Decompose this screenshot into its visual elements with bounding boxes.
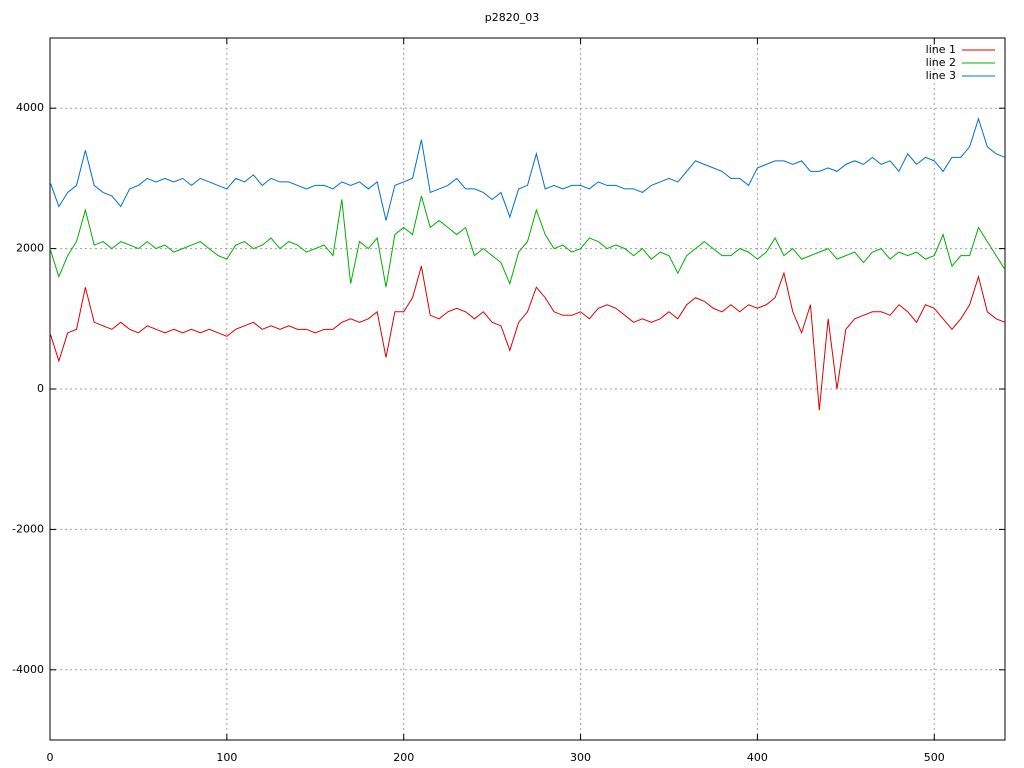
y-tick-label: -2000 bbox=[12, 522, 44, 535]
x-tick-label: 500 bbox=[924, 751, 945, 764]
y-tick-label: -4000 bbox=[12, 663, 44, 676]
x-tick-label: 400 bbox=[747, 751, 768, 764]
y-tick-label: 4000 bbox=[16, 101, 44, 114]
data-line bbox=[49, 117, 1006, 221]
x-tick-label: 200 bbox=[393, 751, 414, 764]
plot-border bbox=[49, 37, 1006, 741]
y-tick-label: 2000 bbox=[16, 242, 44, 255]
legend-label: line 2 bbox=[926, 56, 956, 69]
legend-label: line 3 bbox=[926, 69, 956, 82]
x-tick-label: 300 bbox=[570, 751, 591, 764]
y-tick-label: 0 bbox=[37, 382, 44, 395]
chart-title: p2820_03 bbox=[485, 11, 539, 24]
x-tick-label: 0 bbox=[47, 751, 54, 764]
data-line bbox=[49, 195, 1006, 288]
data-line bbox=[49, 266, 1006, 411]
x-tick-label: 100 bbox=[216, 751, 237, 764]
legend-label: line 1 bbox=[926, 43, 956, 56]
